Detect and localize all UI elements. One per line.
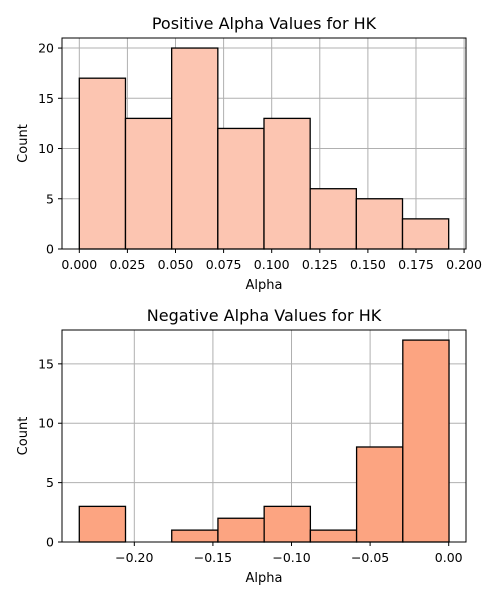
- x-tick-label: −0.20: [115, 550, 153, 565]
- histogram-bar: [263, 505, 312, 543]
- histogram-bar: [401, 218, 450, 250]
- x-tick-label: 0.000: [61, 257, 97, 272]
- x-tick-label: 0.175: [398, 257, 434, 272]
- y-tick-label: 15: [38, 356, 54, 371]
- histogram-bar: [171, 47, 219, 250]
- histogram-bar: [355, 198, 404, 250]
- histogram-bar: [124, 117, 173, 250]
- x-tick-label: 0.150: [350, 257, 386, 272]
- histogram-bar: [78, 77, 127, 250]
- y-tick-label: 10: [38, 141, 54, 156]
- chart-title: Negative Alpha Values for HK: [147, 306, 382, 325]
- y-axis-label: Count: [16, 124, 31, 163]
- x-axis-label: Alpha: [246, 278, 283, 293]
- x-tick-label: 0.050: [158, 257, 194, 272]
- histogram-bar: [217, 517, 265, 543]
- x-tick-label: 0.00: [435, 550, 463, 565]
- x-tick-label: 0.075: [206, 257, 242, 272]
- y-tick-label: 0: [46, 535, 54, 550]
- y-tick-label: 15: [38, 91, 54, 106]
- histogram-bar: [78, 505, 127, 543]
- histogram-bar: [263, 117, 311, 250]
- histogram-bar: [355, 446, 404, 543]
- histogram-bar: [217, 127, 265, 250]
- plot-frame: [61, 37, 467, 250]
- histogram-bar: [171, 529, 219, 543]
- x-tick-label: 0.200: [446, 257, 482, 272]
- x-tick-label: 0.025: [110, 257, 146, 272]
- y-tick-label: 5: [46, 191, 54, 206]
- y-axis-label: Count: [16, 417, 31, 456]
- x-tick-label: 0.125: [302, 257, 338, 272]
- histogram-bar: [402, 339, 450, 543]
- x-tick-label: −0.05: [351, 550, 389, 565]
- y-tick-label: 20: [38, 41, 54, 56]
- x-tick-label: −0.15: [194, 550, 232, 565]
- histogram-bar: [309, 529, 358, 543]
- y-tick-label: 0: [46, 242, 54, 257]
- chart-title: Positive Alpha Values for HK: [152, 14, 377, 33]
- positive-alpha-histogram: 0.000 0.025 0.050 0.075 0.100 0.125 0.150 0.175…: [16, 14, 482, 293]
- y-tick-label: 10: [38, 416, 54, 431]
- histogram-bar: [309, 188, 357, 250]
- x-tick-label: 0.100: [254, 257, 290, 272]
- x-tick-label: −0.10: [272, 550, 310, 565]
- plot-frame: [61, 329, 467, 543]
- y-tick-label: 5: [46, 475, 54, 490]
- x-axis-label: Alpha: [246, 571, 283, 586]
- negative-alpha-histogram: −0.20 −0.15 −0.10 −0.05 0.00 0 5 10 15 Negative A…: [16, 306, 467, 586]
